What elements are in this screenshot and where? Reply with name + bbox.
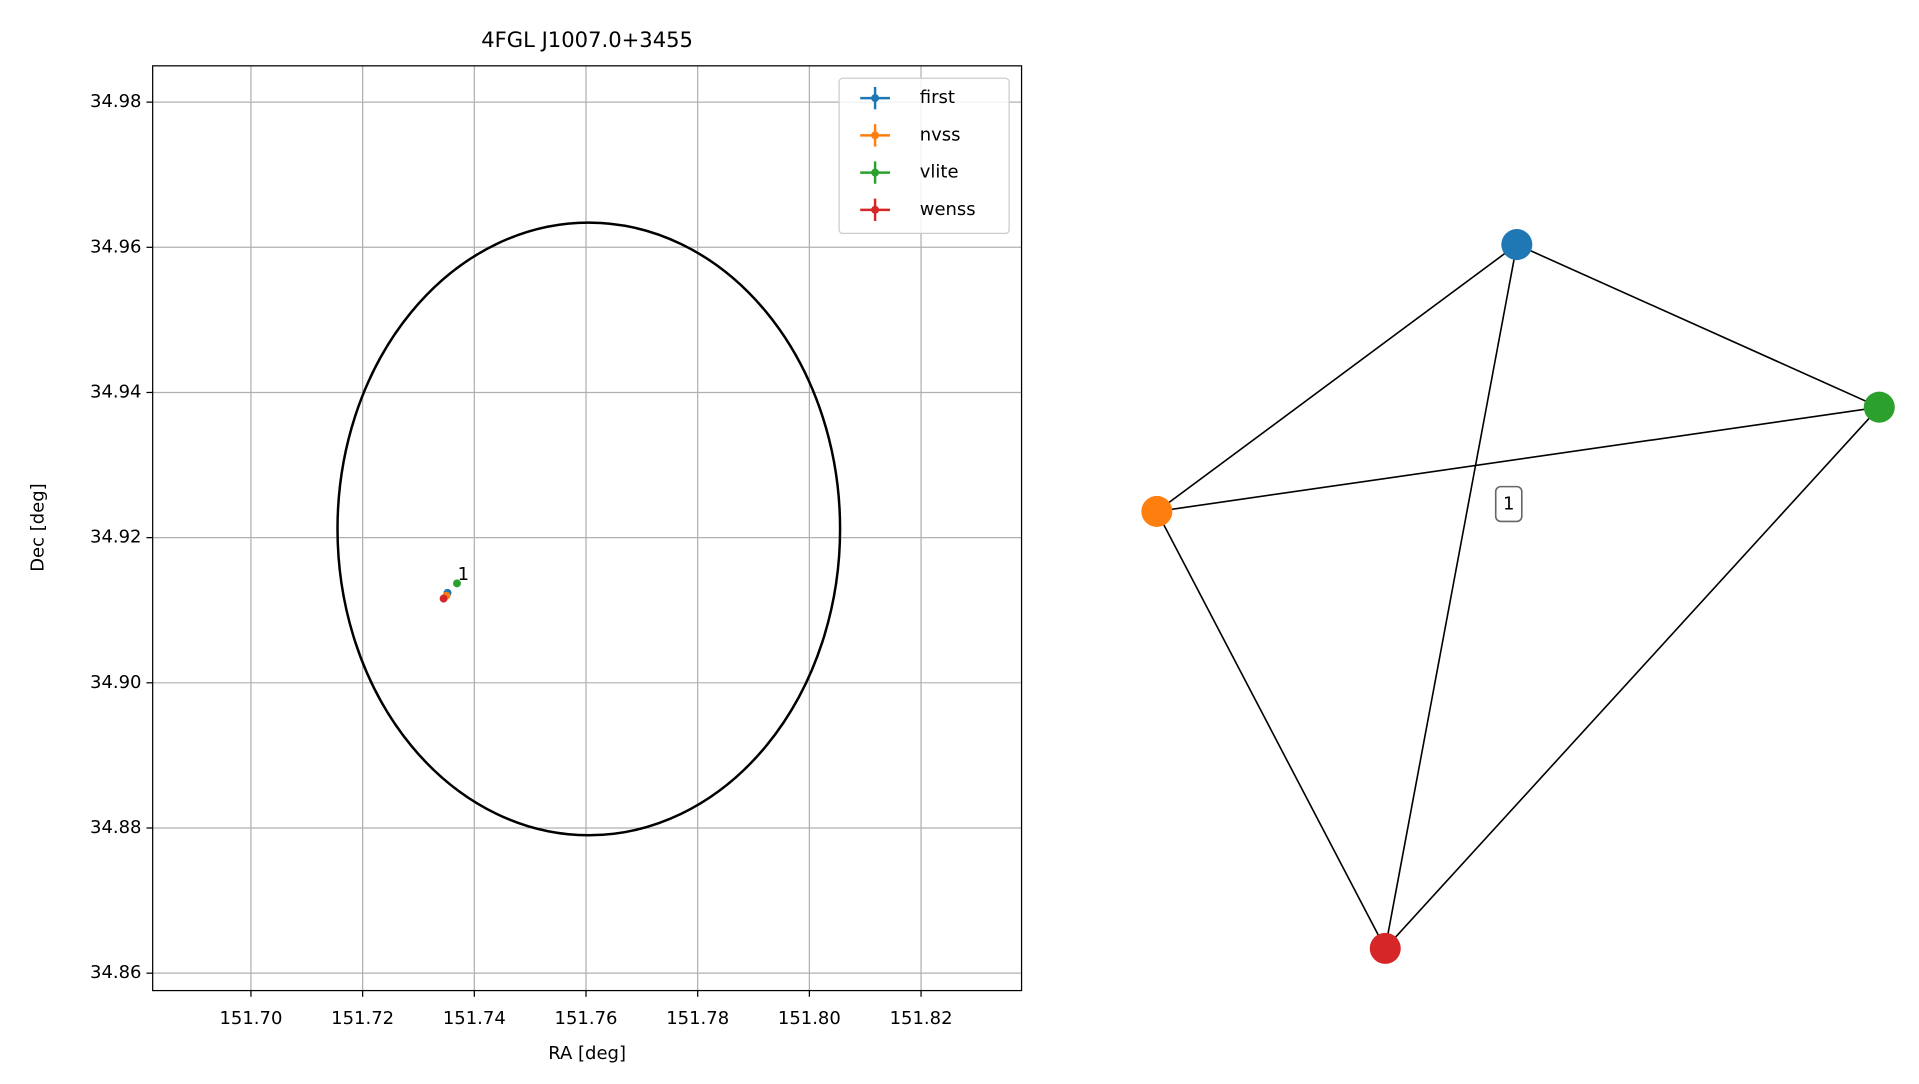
y-tick-label: 34.98 bbox=[90, 91, 142, 112]
y-tick-label: 34.88 bbox=[90, 817, 142, 838]
graph-node bbox=[1141, 495, 1173, 527]
legend-marker bbox=[871, 205, 880, 214]
legend-label: wenss bbox=[920, 199, 976, 220]
y-tick-label: 34.86 bbox=[90, 962, 142, 983]
graph-node bbox=[1501, 229, 1533, 261]
error-ellipse bbox=[336, 221, 842, 837]
y-tick-label: 34.94 bbox=[90, 381, 142, 402]
legend-marker bbox=[871, 168, 880, 177]
graph-edge bbox=[1384, 406, 1880, 949]
legend-marker bbox=[871, 131, 880, 140]
x-tick-label: 151.78 bbox=[666, 1008, 729, 1029]
graph-edge bbox=[1156, 406, 1880, 513]
legend-label: first bbox=[920, 87, 955, 108]
graph-edge bbox=[1156, 243, 1518, 513]
edge-label: 1 bbox=[1503, 494, 1514, 515]
legend-label: vlite bbox=[920, 162, 959, 183]
y-tick-label: 34.92 bbox=[90, 527, 142, 548]
graph-edge bbox=[1516, 243, 1880, 408]
legend-box bbox=[838, 77, 1010, 235]
x-tick-label: 151.74 bbox=[443, 1008, 506, 1029]
annotation: 1 bbox=[458, 564, 469, 585]
legend-marker bbox=[871, 94, 880, 103]
edge-label-box bbox=[1494, 485, 1523, 523]
y-tick-label: 34.96 bbox=[90, 236, 142, 257]
data-point bbox=[453, 579, 461, 588]
data-point bbox=[439, 594, 448, 603]
y-axis-label: Dec [deg] bbox=[27, 483, 48, 571]
graph-node bbox=[1369, 932, 1401, 964]
x-tick-label: 151.82 bbox=[890, 1008, 953, 1029]
graph-edge bbox=[1156, 511, 1386, 949]
y-tick-label: 34.90 bbox=[90, 672, 142, 693]
legend-label: nvss bbox=[920, 124, 961, 145]
x-tick-label: 151.80 bbox=[778, 1008, 841, 1029]
graph-edge bbox=[1384, 244, 1518, 949]
plot-frame bbox=[152, 65, 1023, 992]
graph-node bbox=[1863, 391, 1895, 423]
chart-title: 4FGL J1007.0+3455 bbox=[481, 27, 693, 52]
x-tick-label: 151.72 bbox=[331, 1008, 394, 1029]
x-tick-label: 151.70 bbox=[219, 1008, 282, 1029]
x-axis-label: RA [deg] bbox=[548, 1043, 626, 1064]
x-tick-label: 151.76 bbox=[555, 1008, 618, 1029]
